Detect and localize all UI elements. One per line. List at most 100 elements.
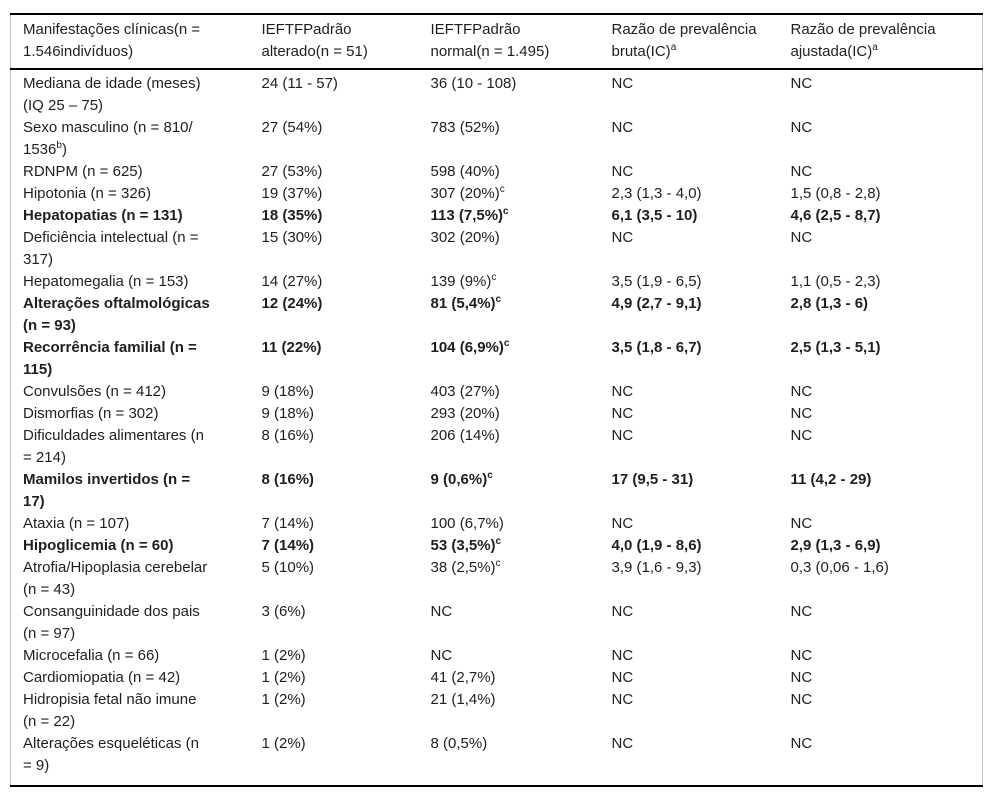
superscript-note: c bbox=[495, 536, 502, 547]
data-cell: NC bbox=[611, 669, 634, 686]
superscript-note: c bbox=[487, 470, 493, 481]
data-cell: 8 (16%) bbox=[261, 427, 315, 444]
superscript-note: c bbox=[499, 184, 505, 195]
data-cell: 9 (18%) bbox=[261, 405, 315, 422]
data-cell: NC bbox=[790, 383, 813, 400]
data-cell: 104 (6,9%)c bbox=[430, 338, 510, 357]
data-cell: 7 (14%) bbox=[261, 537, 315, 554]
data-cell: 113 (7,5%)c bbox=[430, 206, 509, 225]
data-cell: 302 (20%) bbox=[430, 229, 500, 246]
table-row: Convulsões (n = 412) 9 (18%) 403 (27%) NC NC bbox=[11, 381, 983, 403]
data-cell: 9 (18%) bbox=[261, 383, 315, 400]
table-figure: Manifestações clínicas(n = 1.546indivídu… bbox=[10, 13, 983, 787]
superscript-note: c bbox=[491, 272, 497, 283]
table-row: Atrofia/Hipoplasia cerebelar (n = 43) 5 (… bbox=[11, 557, 983, 601]
data-cell: 1 (2%) bbox=[261, 647, 306, 664]
data-cell: NC bbox=[611, 383, 634, 400]
data-cell: 17 (9,5 - 31) bbox=[611, 471, 694, 488]
data-cell: 4,0 (1,9 - 8,6) bbox=[611, 537, 702, 554]
row-label-cell: Deficiência intelectual (n = 317) bbox=[23, 229, 199, 268]
data-cell: 2,8 (1,3 - 6) bbox=[790, 295, 869, 312]
data-cell: NC bbox=[611, 735, 634, 752]
data-cell: 8 (0,5%) bbox=[430, 735, 488, 752]
table-row: Ataxia (n = 107) 7 (14%) 100 (6,7%) NC NC bbox=[11, 513, 983, 535]
row-label-cell: Alterações esqueléticas (n = 9) bbox=[23, 735, 199, 774]
table-row: Hipotonia (n = 326) 19 (37%) 307 (20%)c 2,3… bbox=[11, 183, 983, 205]
column-header: Manifestações clínicas(n = 1.546indivídu… bbox=[10, 14, 250, 70]
data-cell: 3,9 (1,6 - 9,3) bbox=[611, 559, 702, 576]
data-cell: 100 (6,7%) bbox=[430, 515, 504, 532]
data-cell: 15 (30%) bbox=[261, 229, 323, 246]
data-cell: NC bbox=[790, 691, 813, 708]
data-cell: 24 (11 - 57) bbox=[261, 75, 338, 92]
data-cell: 5 (10%) bbox=[261, 559, 315, 576]
data-cell: 4,9 (2,7 - 9,1) bbox=[611, 295, 702, 312]
data-cell: 18 (35%) bbox=[261, 207, 323, 224]
table-row: Alterações oftalmológicas (n = 93) 12 (24… bbox=[11, 293, 983, 337]
data-cell: 11 (4,2 - 29) bbox=[790, 471, 872, 488]
table-body: Mediana de idade (meses) (IQ 25 – 75) 24 … bbox=[11, 69, 983, 786]
table-row: Mediana de idade (meses) (IQ 25 – 75) 24 … bbox=[11, 69, 983, 117]
row-label-cell: Hepatopatias (n = 131) bbox=[23, 207, 183, 224]
data-cell: 81 (5,4%)c bbox=[430, 294, 502, 313]
row-label-cell: Sexo masculino (n = 810/ 1536b) bbox=[23, 119, 193, 158]
data-cell: 8 (16%) bbox=[261, 471, 315, 488]
data-cell: 1 (2%) bbox=[261, 691, 306, 708]
row-label-cell: Dismorfias (n = 302) bbox=[23, 405, 159, 422]
table-row: Hepatomegalia (n = 153) 14 (27%) 139 (9%)c… bbox=[11, 271, 983, 293]
data-cell: 6,1 (3,5 - 10) bbox=[611, 207, 698, 224]
table-row: Hidropisia fetal não imune (n = 22) 1 (2%… bbox=[11, 689, 983, 733]
data-cell: 2,9 (1,3 - 6,9) bbox=[790, 537, 881, 554]
row-label-cell: RDNPM (n = 625) bbox=[23, 163, 143, 180]
data-cell: NC bbox=[611, 119, 634, 136]
row-label-cell: Hipotonia (n = 326) bbox=[23, 185, 151, 202]
data-cell: NC bbox=[790, 735, 813, 752]
data-cell: NC bbox=[790, 427, 813, 444]
data-cell: 1,1 (0,5 - 2,3) bbox=[790, 273, 881, 290]
data-cell: NC bbox=[790, 229, 813, 246]
row-label-cell: Cardiomiopatia (n = 42) bbox=[23, 669, 181, 686]
table-row: RDNPM (n = 625) 27 (53%) 598 (40%) NC NC bbox=[11, 161, 983, 183]
column-header: IEFTFPadrão normal(n = 1.495) bbox=[418, 14, 600, 70]
data-cell: NC bbox=[611, 427, 634, 444]
data-cell: 36 (10 - 108) bbox=[430, 75, 517, 92]
data-cell: 783 (52%) bbox=[430, 119, 500, 136]
data-cell: 1 (2%) bbox=[261, 735, 306, 752]
data-cell: 206 (14%) bbox=[430, 427, 500, 444]
data-cell: 9 (0,6%)c bbox=[430, 470, 493, 489]
data-cell: NC bbox=[611, 603, 634, 620]
data-cell: NC bbox=[790, 515, 813, 532]
data-cell: 3,5 (1,8 - 6,7) bbox=[611, 339, 702, 356]
data-cell: 19 (37%) bbox=[261, 185, 323, 202]
superscript-note: c bbox=[495, 294, 502, 305]
column-header: Razão de prevalência bruta(IC)a bbox=[599, 14, 779, 70]
data-cell: 4,6 (2,5 - 8,7) bbox=[790, 207, 881, 224]
data-cell: 21 (1,4%) bbox=[430, 691, 496, 708]
table-row: Dificuldades alimentares (n = 214) 8 (16%… bbox=[11, 425, 983, 469]
clinical-manifestations-table: Manifestações clínicas(n = 1.546indivídu… bbox=[10, 13, 983, 787]
data-cell: 12 (24%) bbox=[261, 295, 323, 312]
data-cell: 11 (22%) bbox=[261, 339, 322, 356]
row-label-cell: Recorrência familial (n = 115) bbox=[23, 339, 197, 378]
table-row: Dismorfias (n = 302) 9 (18%) 293 (20%) NC NC bbox=[11, 403, 983, 425]
row-label-cell: Mamilos invertidos (n = 17) bbox=[23, 471, 191, 510]
data-cell: NC bbox=[611, 75, 634, 92]
column-header: IEFTFPadrão alterado(n = 51) bbox=[249, 14, 419, 70]
row-label-cell: Ataxia (n = 107) bbox=[23, 515, 130, 532]
row-label-cell: Hipoglicemia (n = 60) bbox=[23, 537, 174, 554]
data-cell: NC bbox=[430, 603, 453, 620]
data-cell: NC bbox=[430, 647, 453, 664]
data-cell: NC bbox=[790, 603, 813, 620]
data-cell: 307 (20%)c bbox=[430, 184, 505, 203]
data-cell: NC bbox=[790, 163, 813, 180]
row-label-cell: Convulsões (n = 412) bbox=[23, 383, 166, 400]
table-row: Cardiomiopatia (n = 42) 1 (2%) 41 (2,7%) NC… bbox=[11, 667, 983, 689]
data-cell: 598 (40%) bbox=[430, 163, 500, 180]
table-row: Recorrência familial (n = 115) 11 (22%) 10… bbox=[11, 337, 983, 381]
data-cell: 3,5 (1,9 - 6,5) bbox=[611, 273, 702, 290]
superscript-note: c bbox=[495, 558, 501, 569]
superscript-note: c bbox=[503, 338, 510, 349]
data-cell: 293 (20%) bbox=[430, 405, 500, 422]
superscript-note: b bbox=[56, 140, 62, 151]
data-cell: NC bbox=[790, 405, 813, 422]
